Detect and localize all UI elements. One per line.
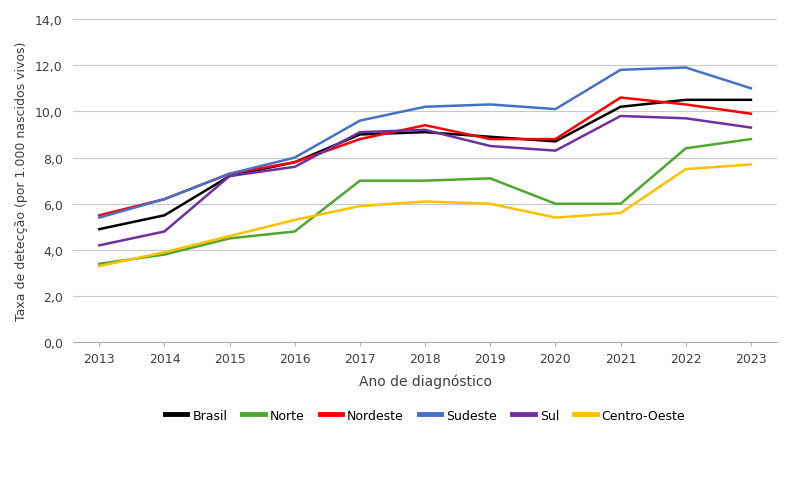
Brasil bbox=[94, 227, 104, 233]
Norte bbox=[94, 261, 104, 267]
Sudeste bbox=[550, 107, 560, 113]
Sudeste bbox=[746, 86, 756, 92]
Centro-Oeste bbox=[225, 234, 234, 240]
Norte bbox=[616, 201, 626, 207]
Nordeste bbox=[355, 137, 364, 143]
Nordeste bbox=[290, 160, 299, 166]
Sul bbox=[746, 125, 756, 131]
Nordeste bbox=[421, 123, 430, 129]
Line: Sudeste: Sudeste bbox=[99, 68, 751, 218]
Sudeste bbox=[355, 119, 364, 124]
Brasil bbox=[225, 174, 234, 180]
Line: Centro-Oeste: Centro-Oeste bbox=[99, 165, 751, 267]
Line: Norte: Norte bbox=[99, 140, 751, 264]
Sul bbox=[160, 229, 169, 235]
Sul bbox=[94, 243, 104, 249]
Nordeste bbox=[550, 137, 560, 143]
Brasil bbox=[746, 98, 756, 104]
Sudeste bbox=[616, 68, 626, 74]
Sudeste bbox=[421, 105, 430, 110]
Sul bbox=[485, 144, 495, 150]
Norte bbox=[746, 137, 756, 143]
Sudeste bbox=[485, 102, 495, 108]
Sul bbox=[550, 149, 560, 154]
Centro-Oeste bbox=[485, 201, 495, 207]
Nordeste bbox=[225, 171, 234, 177]
Brasil bbox=[550, 139, 560, 145]
Brasil bbox=[681, 98, 691, 104]
Centro-Oeste bbox=[355, 204, 364, 210]
Nordeste bbox=[485, 137, 495, 143]
Brasil bbox=[421, 130, 430, 136]
Sudeste bbox=[160, 197, 169, 203]
Sul bbox=[290, 165, 299, 170]
Sudeste bbox=[681, 65, 691, 71]
Norte bbox=[355, 179, 364, 184]
Sudeste bbox=[290, 155, 299, 161]
Sudeste bbox=[225, 171, 234, 177]
Nordeste bbox=[160, 197, 169, 203]
Line: Sul: Sul bbox=[99, 117, 751, 246]
Brasil bbox=[290, 160, 299, 166]
Brasil bbox=[485, 135, 495, 140]
Centro-Oeste bbox=[421, 199, 430, 205]
Centro-Oeste bbox=[160, 250, 169, 256]
Centro-Oeste bbox=[550, 215, 560, 221]
Y-axis label: Taxa de detecção (por 1.000 nascidos vivos): Taxa de detecção (por 1.000 nascidos viv… bbox=[15, 42, 28, 321]
Line: Brasil: Brasil bbox=[99, 101, 751, 230]
Norte bbox=[225, 236, 234, 242]
Sul bbox=[421, 128, 430, 134]
Centro-Oeste bbox=[681, 167, 691, 173]
Norte bbox=[421, 179, 430, 184]
Sul bbox=[681, 116, 691, 122]
Norte bbox=[160, 252, 169, 258]
Centro-Oeste bbox=[746, 162, 756, 168]
Centro-Oeste bbox=[94, 264, 104, 270]
Brasil bbox=[616, 105, 626, 110]
Sul bbox=[616, 114, 626, 120]
Centro-Oeste bbox=[616, 211, 626, 216]
Norte bbox=[681, 146, 691, 152]
Norte bbox=[485, 176, 495, 182]
X-axis label: Ano de diagnóstico: Ano de diagnóstico bbox=[359, 374, 492, 388]
Nordeste bbox=[616, 95, 626, 101]
Nordeste bbox=[94, 213, 104, 219]
Sul bbox=[355, 130, 364, 136]
Legend: Brasil, Norte, Nordeste, Sudeste, Sul, Centro-Oeste: Brasil, Norte, Nordeste, Sudeste, Sul, C… bbox=[160, 404, 691, 426]
Sul bbox=[225, 174, 234, 180]
Brasil bbox=[355, 132, 364, 138]
Line: Nordeste: Nordeste bbox=[99, 98, 751, 216]
Centro-Oeste bbox=[290, 217, 299, 223]
Nordeste bbox=[746, 111, 756, 117]
Norte bbox=[550, 201, 560, 207]
Nordeste bbox=[681, 102, 691, 108]
Sudeste bbox=[94, 215, 104, 221]
Norte bbox=[290, 229, 299, 235]
Brasil bbox=[160, 213, 169, 219]
